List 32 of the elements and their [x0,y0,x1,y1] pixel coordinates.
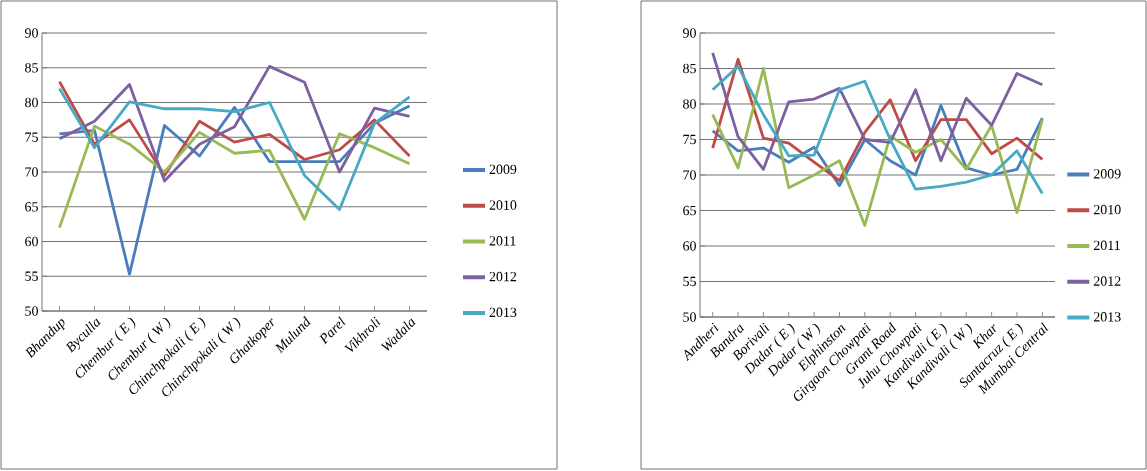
y-tick-label: 75 [25,132,38,142]
y-tick-label: 90 [682,28,696,38]
legend-label: 2012 [1093,276,1121,286]
y-tick-label: 70 [683,170,696,180]
y-tick-label: 55 [25,271,38,281]
legend-label: 2013 [489,307,517,318]
y-tick-label: 80 [25,97,38,108]
legend-label: 2009 [489,164,517,175]
y-tick-label: 80 [683,99,696,109]
y-tick-label: 55 [683,276,696,287]
legend-label: 2009 [1093,169,1121,179]
line-series [58,64,411,183]
y-tick-label: 65 [683,205,696,216]
y-tick-label: 75 [683,134,696,145]
y-tick-label: 90 [24,28,38,38]
y-tick-label: 85 [683,63,696,74]
y-tick-label: 85 [25,63,38,73]
y-tick-label: 70 [25,167,38,177]
legend-label: 2010 [1093,204,1121,215]
legend-label: 2010 [489,200,517,210]
legend-label: 2011 [489,236,516,246]
y-tick-label: 60 [25,236,38,247]
legend-label: 2013 [1093,312,1121,322]
line-series [58,87,411,211]
y-tick-label: 50 [25,306,38,316]
legend-label: 2012 [489,271,517,282]
line-series [58,124,411,229]
legend-label: 2011 [1093,240,1120,251]
y-tick-label: 65 [25,202,38,212]
line-series [711,67,1044,227]
y-tick-label: 50 [683,312,696,322]
y-tick-label: 60 [683,241,696,251]
